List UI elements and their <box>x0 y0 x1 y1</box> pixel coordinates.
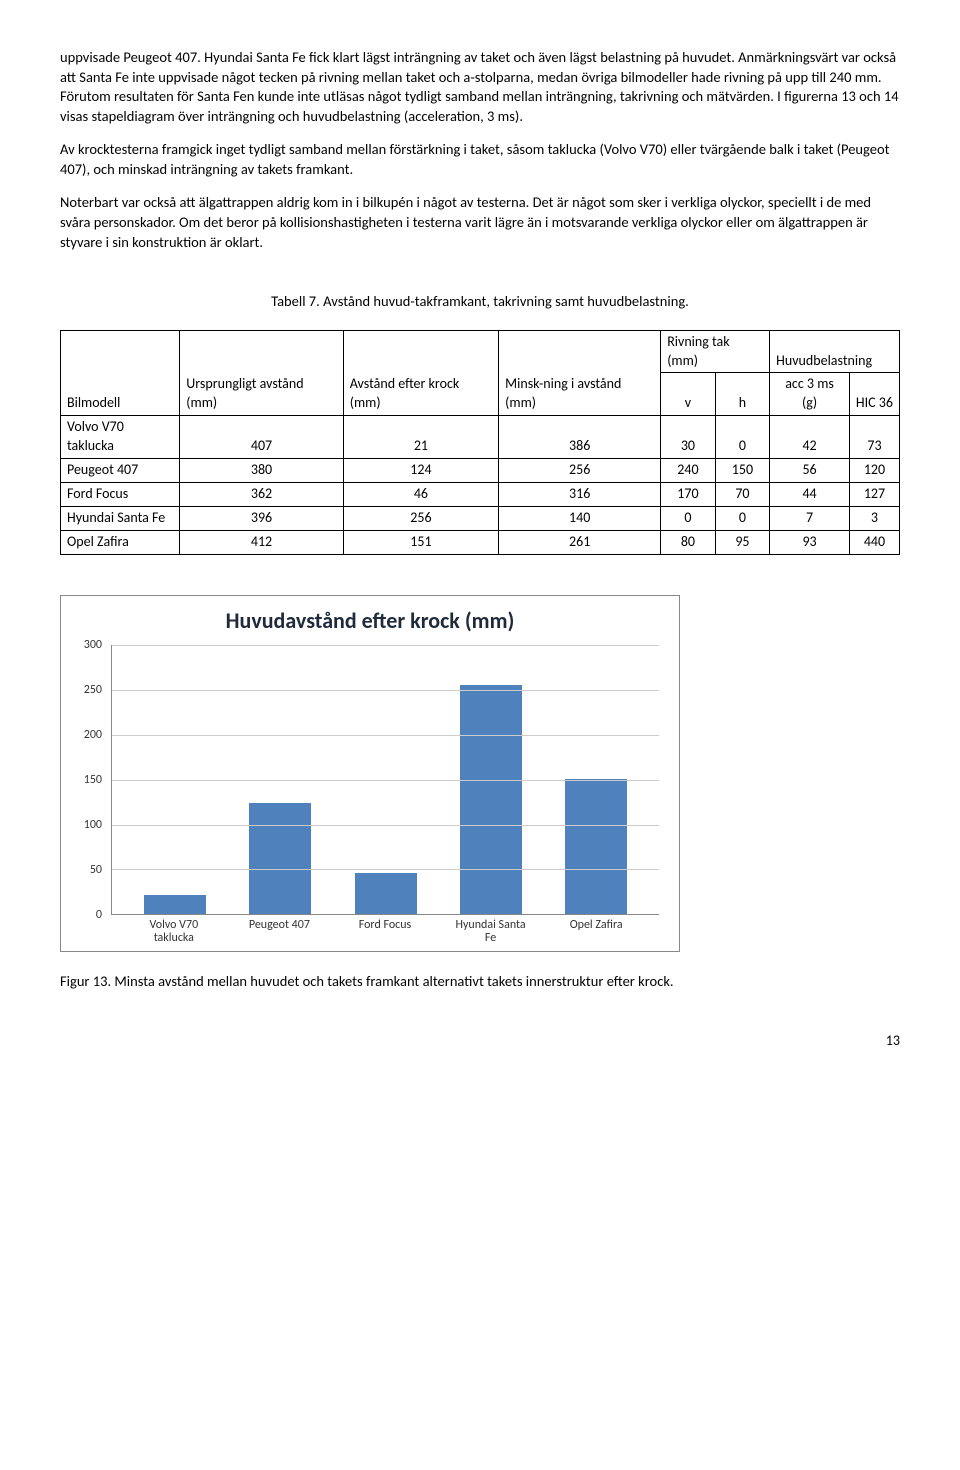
gridline <box>112 645 659 646</box>
cell-hic: 120 <box>849 458 899 482</box>
cell-acc: 42 <box>770 416 850 459</box>
cell-after: 46 <box>343 482 498 506</box>
gridline <box>112 690 659 691</box>
th-hic: HIC 36 <box>849 373 899 416</box>
th-after: Avstånd efter krock (mm) <box>343 330 498 416</box>
chart-title: Huvudavstånd efter krock (mm) <box>71 606 669 636</box>
cell-reduc: 256 <box>499 458 661 482</box>
bar <box>249 803 311 914</box>
chart-area: 050100150200250300 Volvo V70takluckaPeug… <box>111 645 659 945</box>
bar <box>565 779 627 914</box>
cell-model: Peugeot 407 <box>61 458 180 482</box>
y-tick-label: 300 <box>84 637 102 653</box>
table-row: Hyundai Santa Fe3962561400073 <box>61 506 900 530</box>
th-rivning: Rivning tak (mm) <box>661 330 770 373</box>
cell-model: Hyundai Santa Fe <box>61 506 180 530</box>
cell-hic: 127 <box>849 482 899 506</box>
cell-after: 151 <box>343 530 498 554</box>
y-tick-label: 150 <box>84 772 102 788</box>
th-headload: Huvudbelastning <box>770 330 900 373</box>
figure-caption: Figur 13. Minsta avstånd mellan huvudet … <box>60 972 900 992</box>
cell-orig: 362 <box>180 482 343 506</box>
cell-reduc: 261 <box>499 530 661 554</box>
cell-acc: 7 <box>770 506 850 530</box>
cell-reduc: 386 <box>499 416 661 459</box>
cell-orig: 380 <box>180 458 343 482</box>
cell-h: 70 <box>715 482 769 506</box>
cell-h: 150 <box>715 458 769 482</box>
bar <box>460 685 522 915</box>
th-reduc: Minsk-ning i avstånd (mm) <box>499 330 661 416</box>
y-tick-label: 100 <box>84 817 102 833</box>
cell-model: Volvo V70 taklucka <box>61 416 180 459</box>
table-caption: Tabell 7. Avstånd huvud-takframkant, tak… <box>60 292 900 312</box>
cell-reduc: 316 <box>499 482 661 506</box>
cell-v: 240 <box>661 458 715 482</box>
bar-chart: Huvudavstånd efter krock (mm) 0501001502… <box>60 595 680 953</box>
gridline <box>112 825 659 826</box>
th-orig: Ursprungligt avstånd (mm) <box>180 330 343 416</box>
table-row: Volvo V70 taklucka407213863004273 <box>61 416 900 459</box>
cell-acc: 93 <box>770 530 850 554</box>
th-model: Bilmodell <box>61 330 180 416</box>
gridline <box>112 780 659 781</box>
gridline <box>112 869 659 870</box>
cell-v: 30 <box>661 416 715 459</box>
cell-v: 0 <box>661 506 715 530</box>
table-header-row: Bilmodell Ursprungligt avstånd (mm) Avst… <box>61 330 900 373</box>
cell-after: 256 <box>343 506 498 530</box>
y-tick-label: 250 <box>84 682 102 698</box>
x-tick-label: Opel Zafira <box>543 915 649 945</box>
cell-orig: 396 <box>180 506 343 530</box>
data-table: Bilmodell Ursprungligt avstånd (mm) Avst… <box>60 330 900 555</box>
cell-v: 170 <box>661 482 715 506</box>
table-row: Ford Focus362463161707044127 <box>61 482 900 506</box>
paragraph-3: Noterbart var också att älgattrappen ald… <box>60 193 900 252</box>
paragraph-1: uppvisade Peugeot 407. Hyundai Santa Fe … <box>60 48 900 126</box>
x-tick-label: Hyundai SantaFe <box>438 915 544 945</box>
cell-acc: 44 <box>770 482 850 506</box>
bar <box>355 873 417 914</box>
cell-h: 0 <box>715 416 769 459</box>
th-acc: acc 3 ms (g) <box>770 373 850 416</box>
cell-hic: 440 <box>849 530 899 554</box>
cell-h: 0 <box>715 506 769 530</box>
paragraph-2: Av krocktesterna framgick inget tydligt … <box>60 140 900 179</box>
cell-orig: 407 <box>180 416 343 459</box>
cell-reduc: 140 <box>499 506 661 530</box>
bar <box>144 895 206 914</box>
cell-model: Ford Focus <box>61 482 180 506</box>
table-row: Opel Zafira412151261809593440 <box>61 530 900 554</box>
y-tick-label: 0 <box>96 907 102 923</box>
cell-after: 21 <box>343 416 498 459</box>
th-h: h <box>715 373 769 416</box>
gridline <box>112 735 659 736</box>
y-axis: 050100150200250300 <box>71 645 106 915</box>
x-tick-label: Ford Focus <box>332 915 438 945</box>
cell-h: 95 <box>715 530 769 554</box>
y-tick-label: 50 <box>90 862 102 878</box>
th-v: v <box>661 373 715 416</box>
page-number: 13 <box>60 1032 900 1051</box>
table-row: Peugeot 40738012425624015056120 <box>61 458 900 482</box>
cell-orig: 412 <box>180 530 343 554</box>
x-tick-label: Peugeot 407 <box>227 915 333 945</box>
cell-acc: 56 <box>770 458 850 482</box>
cell-v: 80 <box>661 530 715 554</box>
x-tick-label: Volvo V70taklucka <box>121 915 227 945</box>
cell-hic: 3 <box>849 506 899 530</box>
cell-after: 124 <box>343 458 498 482</box>
cell-hic: 73 <box>849 416 899 459</box>
y-tick-label: 200 <box>84 727 102 743</box>
x-axis-labels: Volvo V70takluckaPeugeot 407Ford FocusHy… <box>111 915 659 945</box>
cell-model: Opel Zafira <box>61 530 180 554</box>
plot-area <box>111 645 659 915</box>
